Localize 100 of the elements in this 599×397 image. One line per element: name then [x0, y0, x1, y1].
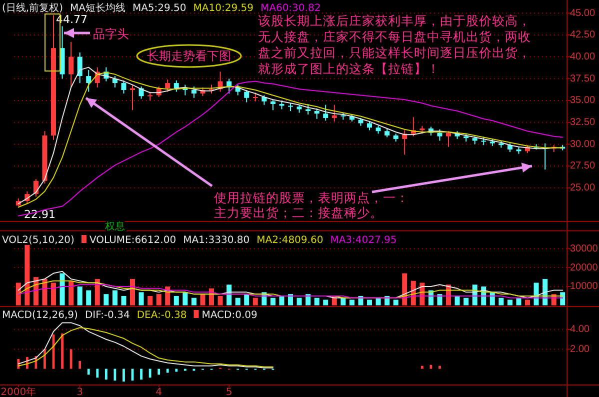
legend-title: MACD(12,26,9)	[2, 310, 78, 321]
bar	[349, 300, 354, 306]
bar	[86, 290, 92, 306]
bar	[182, 292, 188, 306]
candlestick	[121, 80, 126, 94]
bar	[200, 294, 206, 306]
candlestick	[244, 90, 250, 103]
text: MA1:3330.80	[183, 235, 250, 246]
bar	[77, 286, 82, 306]
bar	[507, 300, 512, 306]
bar	[498, 298, 504, 306]
text: MA3:4027.95	[330, 235, 397, 246]
bar	[104, 368, 108, 380]
candlestick	[77, 52, 82, 84]
bar	[191, 298, 196, 306]
bar	[525, 300, 530, 306]
bar	[175, 368, 178, 372]
y-tick-label: 30000	[570, 243, 598, 254]
candlestick	[314, 108, 320, 120]
bar	[112, 290, 118, 306]
bar	[94, 278, 100, 306]
legend-title: VOL2(5,10,20)	[2, 235, 75, 246]
text: MA2:4809.60	[256, 235, 324, 246]
annotation: 就形成了图上的这条【拉链】！	[258, 61, 440, 76]
bar	[130, 278, 135, 306]
bar	[68, 280, 74, 306]
y-tick-label: 32.50	[570, 117, 596, 128]
annotation: 使用拉链的股票，表明两点，一：	[214, 190, 409, 205]
bar	[279, 296, 284, 306]
bar	[235, 298, 240, 306]
bar	[96, 368, 99, 378]
bar	[114, 368, 116, 381]
bar	[430, 364, 432, 369]
y-tick-label: 40.00	[570, 51, 596, 62]
x-tick-label: 5	[226, 387, 232, 397]
candlestick	[191, 86, 196, 98]
bar	[122, 368, 125, 382]
x-tick-label: 4	[156, 387, 162, 397]
legend-title: MA短长均线	[70, 2, 126, 14]
bar	[158, 368, 160, 375]
bar	[296, 298, 302, 306]
bar	[16, 282, 21, 306]
annotation: 该股长期上涨后庄家获利丰厚，由于股价较高，	[258, 13, 531, 28]
bar	[140, 368, 142, 380]
bar	[323, 300, 328, 306]
annotation: 22.91	[24, 208, 56, 221]
text: MA60:30.82	[260, 3, 321, 14]
bar	[420, 366, 424, 369]
candlestick	[174, 80, 179, 92]
y-tick-label: 4.00	[570, 324, 590, 336]
bar	[60, 273, 65, 306]
y-tick-label: 35.00	[570, 95, 596, 106]
bar	[270, 298, 276, 306]
y-tick-label: 25.00	[570, 182, 596, 194]
bar	[252, 298, 258, 306]
y-tick-label: 10000	[570, 281, 598, 292]
bar	[314, 298, 320, 306]
bar	[24, 244, 30, 306]
annotation: 长期走势看下图	[147, 49, 231, 63]
candlestick	[68, 41, 74, 88]
bar	[244, 294, 250, 306]
bar	[464, 298, 469, 306]
legend-label: MACD:0.09	[202, 310, 258, 321]
series-label: DIF:-0.34	[84, 310, 130, 321]
bar	[121, 296, 126, 306]
annotation: 权息	[104, 220, 125, 232]
bar	[61, 333, 64, 369]
y-tick-label: 37.50	[570, 73, 596, 84]
annotation: 主力要出货；二：接盘稀少。	[214, 205, 383, 220]
y-tick-label: 42.50	[570, 30, 596, 41]
y-tick-label: 30.00	[570, 138, 596, 150]
text: MA5:29.50	[132, 3, 186, 14]
candlestick	[262, 94, 267, 106]
y-tick-label: 20000	[570, 262, 598, 274]
bar	[70, 349, 72, 369]
bar	[78, 360, 82, 369]
candlestick	[437, 128, 442, 142]
candlestick	[270, 99, 276, 111]
candlestick	[332, 104, 337, 122]
line-series	[18, 284, 564, 298]
y-tick-label: 27.50	[570, 160, 596, 172]
candlestick	[165, 79, 170, 92]
candlestick	[323, 104, 328, 122]
chart-title: (日线,前复权)	[2, 2, 64, 14]
x-tick-label: 3	[76, 387, 84, 397]
bar	[138, 292, 144, 306]
bar	[174, 296, 179, 306]
bar	[367, 300, 372, 306]
text: MA10:29.59	[193, 3, 254, 14]
x-tick-label: 2000年	[0, 386, 36, 397]
bar	[104, 294, 109, 306]
candlestick	[86, 69, 92, 92]
bar	[51, 282, 56, 306]
y-tick-label: 45.00	[570, 8, 596, 19]
bar	[393, 300, 398, 306]
text: DEA:-0.38	[136, 310, 187, 321]
candlestick	[446, 130, 451, 148]
annotation: 无人接盘，庄家不得不每日盘中寻机出货，两收	[258, 29, 531, 44]
bar	[438, 366, 441, 369]
annotation: 盘之前又拉回，只能这样长时间逐日压价出货，	[258, 45, 531, 60]
